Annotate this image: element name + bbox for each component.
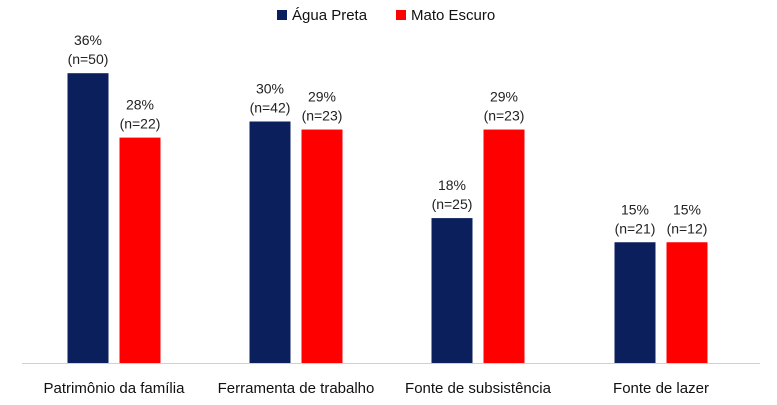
legend-swatch (396, 10, 406, 20)
data-label-pct: 15% (621, 201, 649, 217)
bar-mato-escuro-2 (301, 129, 343, 363)
bar-agua-preta-1 (67, 73, 109, 363)
bars-group (67, 73, 708, 363)
bar-mato-escuro-4 (666, 242, 708, 363)
data-label-n: (n=25) (432, 196, 473, 212)
data-label-n: (n=22) (120, 116, 161, 132)
category-label: Fonte de lazer (613, 380, 709, 397)
data-labels-group: 36% (n=50) 30% (n=42) 18% (n=25) 15% (n=21) 28% (… (68, 32, 708, 236)
data-label-n: (n=21) (615, 220, 656, 236)
legend-label: Mato Escuro (411, 7, 495, 24)
category-label: Ferramenta de trabalho (218, 380, 375, 397)
category-labels-group: Patrimônio da família Ferramenta de traba… (44, 380, 709, 397)
legend-label: Água Preta (292, 7, 368, 24)
data-label-pct: 30% (256, 81, 284, 97)
data-label-pct: 18% (438, 177, 466, 193)
bar-agua-preta-2 (249, 121, 291, 363)
data-label-n: (n=42) (250, 100, 291, 116)
data-label-pct: 29% (308, 89, 336, 105)
data-label-pct: 36% (74, 32, 102, 48)
bar-mato-escuro-1 (119, 137, 161, 363)
bar-agua-preta-4 (614, 242, 656, 363)
data-label-pct: 28% (126, 97, 154, 113)
data-label-n: (n=23) (484, 108, 525, 124)
data-label-n: (n=12) (667, 220, 708, 236)
data-label-pct: 15% (673, 201, 701, 217)
data-label-pct: 29% (490, 89, 518, 105)
legend-swatch (277, 10, 287, 20)
category-label: Patrimônio da família (44, 380, 186, 397)
data-label-n: (n=23) (302, 108, 343, 124)
bar-agua-preta-3 (431, 218, 473, 363)
data-label-n: (n=50) (68, 51, 109, 67)
legend: Água Preta Mato Escuro (277, 7, 495, 24)
bar-mato-escuro-3 (483, 129, 525, 363)
category-label: Fonte de subsistência (405, 380, 552, 397)
